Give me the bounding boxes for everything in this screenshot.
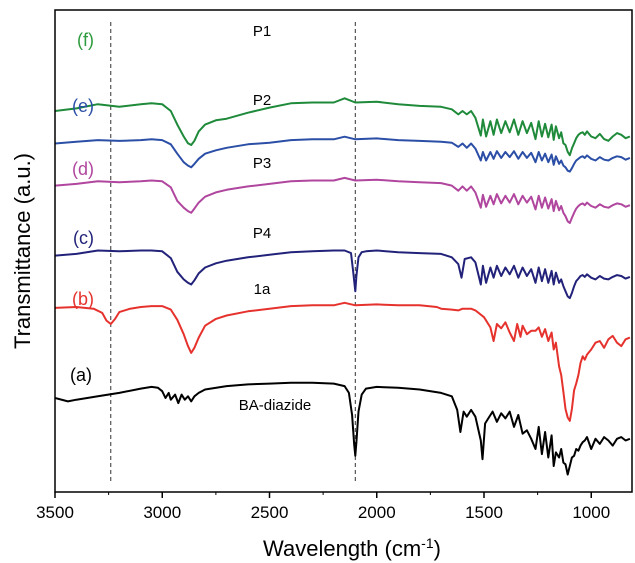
x-tick-label: 3500	[36, 503, 74, 522]
series-letter-label: (c)	[73, 228, 94, 248]
series-name-label: P3	[253, 155, 271, 172]
series-labels: (f) P1 (e) P2 (d) P3 (c) P4 (b) 1a (a) BA-diazide	[70, 23, 311, 414]
series-letter-label: (e)	[72, 96, 94, 116]
x-axis-title: Wavelength (cm-1)	[263, 535, 441, 561]
series-letter-label: (b)	[72, 289, 94, 309]
x-tick-label: 2000	[358, 503, 396, 522]
x-axis-title-sup: -1	[421, 535, 434, 551]
plot-frame	[54, 9, 633, 493]
series-line-p3	[55, 176, 631, 224]
series-line-p2	[55, 135, 631, 173]
series-line-1a	[55, 301, 631, 422]
series-name-label: P1	[253, 23, 271, 40]
x-tick-label: 1000	[572, 503, 610, 522]
x-tick-label: 1500	[465, 503, 503, 522]
series-name-label: P2	[253, 92, 271, 109]
x-axis-title-main: Wavelength (cm	[263, 536, 421, 561]
series-line-ba-diazide	[55, 381, 631, 476]
series-letter-label: (f)	[77, 30, 94, 50]
series-name-label: BA-diazide	[239, 397, 312, 414]
series-name-label: P4	[253, 225, 271, 242]
x-axis-title-end: )	[434, 536, 441, 561]
y-axis-title: Transmittance (a.u.)	[10, 153, 35, 349]
x-tick-label: 2500	[251, 503, 289, 522]
x-axis: 3500 3000 2500 2000 1500 1000	[36, 492, 610, 522]
series-letter-label: (a)	[70, 365, 92, 385]
x-tick-label: 3000	[143, 503, 181, 522]
series-letter-label: (d)	[72, 159, 94, 179]
spectra-layer	[55, 97, 631, 476]
series-line-p4	[55, 249, 631, 300]
series-name-label: 1a	[254, 281, 271, 298]
series-line-p1	[55, 97, 631, 157]
